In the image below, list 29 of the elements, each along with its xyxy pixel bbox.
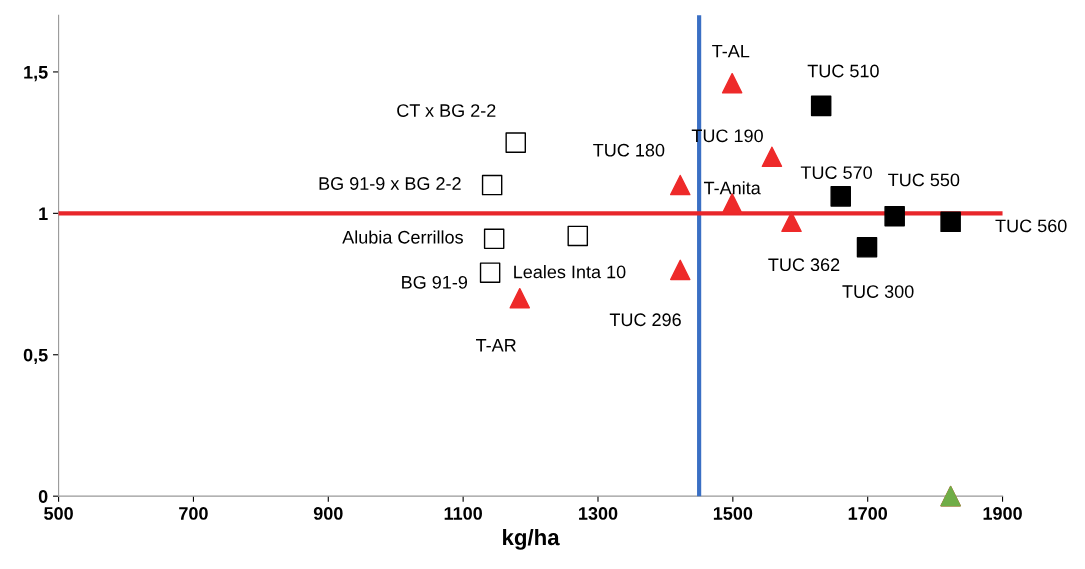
annotation: TUC 362 <box>768 258 840 272</box>
x-tick-label: 700 <box>179 507 208 520</box>
annotation: CT x BG 2-2 <box>397 104 496 117</box>
annotation: Alubia Cerrillos <box>342 230 463 244</box>
annotation: T-AR <box>476 339 516 352</box>
x-axis-title: kg/ha <box>503 528 560 550</box>
y-tick-label: 1 <box>39 207 48 220</box>
annotation: TUC 296 <box>609 313 681 327</box>
annotation: TUC 510 <box>807 64 879 78</box>
annotation: TUC 570 <box>800 166 872 179</box>
annotation: TUC 300 <box>842 285 914 298</box>
annotation: BG 91-9 x BG 2-2 <box>319 177 461 190</box>
x-tick-label: 1300 <box>579 507 618 520</box>
x-tick-label: 900 <box>313 507 343 520</box>
x-tick-label: 1900 <box>983 507 1022 520</box>
y-tick-label: 1,5 <box>24 66 48 82</box>
x-tick-label: 1500 <box>713 507 753 520</box>
annotation: TUC 180 <box>593 143 665 157</box>
x-tick-label: 500 <box>44 507 73 520</box>
annotation: TUC 560 <box>995 219 1067 233</box>
annotation: T-Anita <box>703 181 761 195</box>
x-tick-label: 1100 <box>444 507 482 520</box>
annotation: BG 91-9 <box>402 275 468 289</box>
annotation: TUC 550 <box>888 173 960 187</box>
annotation: T-AL <box>712 44 750 58</box>
annotation: Leales Inta 10 <box>514 265 626 279</box>
y-tick-label: 0 <box>38 490 48 503</box>
y-tick-label: 0,5 <box>23 348 48 365</box>
x-tick-label: 1700 <box>848 507 888 520</box>
